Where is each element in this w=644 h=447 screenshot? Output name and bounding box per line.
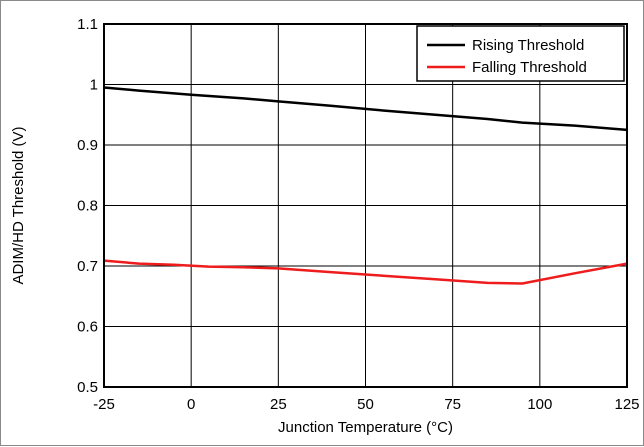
y-tick-label: 1 [90,77,98,94]
y-tick-label: 0.9 [77,137,98,154]
rising-threshold-line [103,86,628,132]
x-axis-title: Junction Temperature (°C) [278,419,453,436]
y-axis-title: ADIM/HD Threshold (V) [10,126,27,284]
legend-label-rising: Rising Threshold [472,37,584,54]
tick-labels: -25 0 25 50 75 100 125 0.5 0.6 0.7 0.8 0.9 1 1.1 [77,16,639,413]
x-tick-label: 50 [357,396,374,413]
y-tick-label: 0.6 [77,319,98,336]
x-tick-label: -25 [93,396,115,413]
x-tick-label: 0 [187,396,195,413]
y-tick-label: 0.7 [77,258,98,275]
x-tick-label: 25 [270,396,287,413]
legend-label-falling: Falling Threshold [472,59,587,76]
x-tick-label: 75 [444,396,461,413]
legend: Rising Threshold Falling Threshold [416,25,625,82]
y-tick-label: 0.5 [77,379,98,396]
legend-box [416,25,625,82]
data-series [103,86,628,285]
falling-threshold-line [103,259,628,285]
plot-area-border [103,23,628,388]
y-tick-label: 0.8 [77,198,98,215]
x-tick-label: 100 [527,396,552,413]
x-tick-label: 125 [614,396,639,413]
y-tick-label: 1.1 [77,16,98,33]
